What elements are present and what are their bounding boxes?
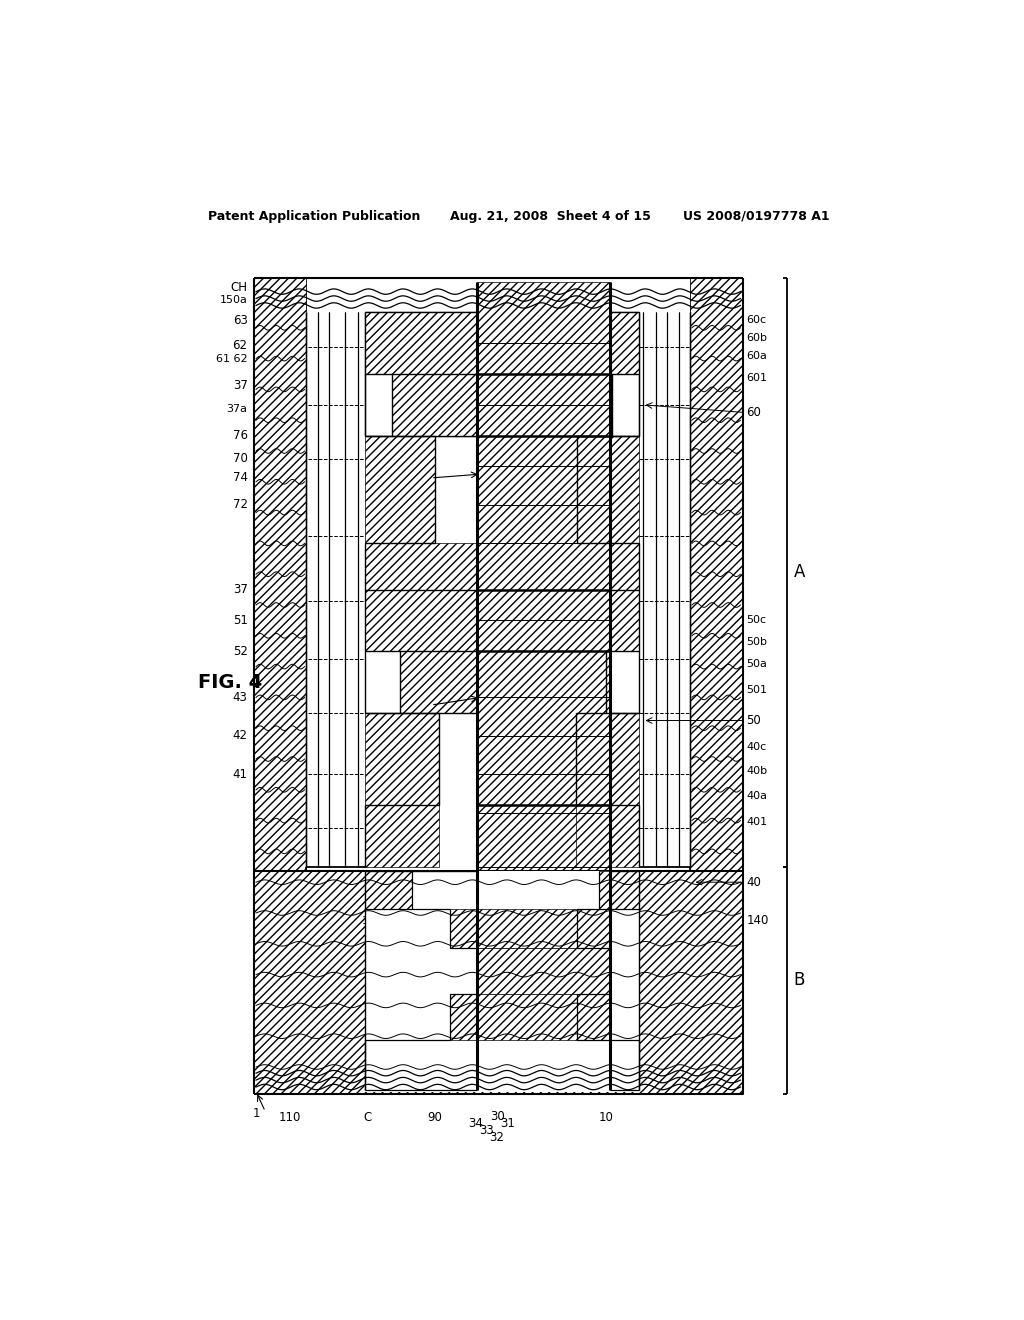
Bar bbox=[366, 313, 477, 867]
Text: FIG. 4: FIG. 4 bbox=[199, 672, 262, 692]
Bar bbox=[254, 277, 306, 871]
Text: 40: 40 bbox=[746, 875, 762, 888]
Text: 40b: 40b bbox=[746, 767, 768, 776]
Bar bbox=[451, 909, 477, 948]
Text: 40a: 40a bbox=[746, 791, 768, 801]
Bar bbox=[578, 909, 609, 948]
Text: 10: 10 bbox=[598, 1110, 613, 1123]
Text: 150b: 150b bbox=[361, 916, 389, 925]
Text: Patent Application Publication: Patent Application Publication bbox=[208, 210, 420, 223]
Text: 60c: 60c bbox=[746, 315, 767, 325]
Bar bbox=[477, 909, 609, 948]
Text: 70: 70 bbox=[232, 453, 248, 465]
Text: 37a: 37a bbox=[226, 404, 248, 413]
Text: 31: 31 bbox=[501, 1117, 515, 1130]
Text: Aug. 21, 2008  Sheet 4 of 15: Aug. 21, 2008 Sheet 4 of 15 bbox=[451, 210, 651, 223]
Text: 140: 140 bbox=[746, 915, 769, 927]
Bar bbox=[606, 651, 609, 713]
Bar bbox=[609, 374, 611, 436]
Text: 41: 41 bbox=[232, 768, 248, 781]
Text: A: A bbox=[794, 562, 805, 581]
Bar bbox=[366, 590, 477, 651]
Bar bbox=[366, 871, 639, 1092]
Text: 37: 37 bbox=[232, 379, 248, 392]
Text: 1: 1 bbox=[252, 1106, 260, 1119]
Bar bbox=[366, 871, 412, 909]
Bar bbox=[306, 313, 477, 867]
Bar bbox=[599, 871, 639, 909]
Text: US 2008/0197778 A1: US 2008/0197778 A1 bbox=[683, 210, 830, 223]
Bar bbox=[366, 436, 435, 544]
Bar bbox=[477, 994, 609, 1040]
Text: 61 62: 61 62 bbox=[216, 354, 248, 363]
Bar bbox=[578, 436, 639, 544]
Text: 33: 33 bbox=[479, 1123, 494, 1137]
Bar bbox=[366, 805, 438, 867]
Text: B: B bbox=[794, 972, 805, 989]
Text: 80: 80 bbox=[366, 879, 380, 892]
Bar bbox=[609, 544, 639, 590]
Text: 50c: 50c bbox=[746, 615, 767, 626]
Bar bbox=[477, 948, 609, 994]
Bar bbox=[366, 544, 477, 590]
Text: 63: 63 bbox=[232, 314, 248, 326]
Text: 76: 76 bbox=[232, 429, 248, 442]
Text: C: C bbox=[364, 1110, 372, 1123]
Text: 50b: 50b bbox=[746, 638, 768, 647]
Text: 42: 42 bbox=[232, 730, 248, 742]
Text: 62: 62 bbox=[232, 339, 248, 352]
Bar bbox=[609, 313, 639, 374]
Text: 60: 60 bbox=[746, 407, 762, 418]
Text: 72: 72 bbox=[232, 499, 248, 511]
Bar bbox=[254, 871, 742, 1094]
Text: 90: 90 bbox=[427, 1110, 442, 1123]
Text: 150a: 150a bbox=[220, 296, 248, 305]
Bar bbox=[451, 994, 477, 1040]
Text: 50: 50 bbox=[746, 714, 761, 727]
Text: 43: 43 bbox=[232, 690, 248, 704]
Bar bbox=[578, 994, 609, 1040]
Text: 34: 34 bbox=[468, 1117, 483, 1130]
Text: 601: 601 bbox=[746, 372, 768, 383]
Text: 51: 51 bbox=[232, 614, 248, 627]
Text: 60b: 60b bbox=[746, 333, 768, 343]
Bar bbox=[609, 313, 639, 867]
Text: CH: CH bbox=[230, 281, 248, 294]
Bar bbox=[575, 805, 639, 867]
Bar bbox=[400, 651, 477, 713]
Bar bbox=[609, 313, 690, 867]
Text: 401: 401 bbox=[746, 817, 768, 828]
Bar bbox=[392, 374, 477, 436]
Text: 501: 501 bbox=[746, 685, 768, 694]
Bar bbox=[366, 313, 477, 374]
Bar bbox=[575, 713, 639, 805]
Bar bbox=[609, 313, 639, 436]
Bar bbox=[366, 713, 438, 805]
Bar bbox=[690, 277, 742, 871]
Bar bbox=[609, 590, 639, 651]
Bar bbox=[366, 313, 477, 436]
Text: 74: 74 bbox=[232, 471, 248, 484]
Text: 30: 30 bbox=[489, 1110, 505, 1123]
Text: 35: 35 bbox=[376, 964, 390, 977]
Text: 60a: 60a bbox=[746, 351, 767, 360]
Text: 32: 32 bbox=[489, 1130, 505, 1143]
Text: 52: 52 bbox=[232, 644, 248, 657]
Text: 40c: 40c bbox=[746, 742, 767, 752]
Text: 50a: 50a bbox=[746, 659, 767, 668]
Text: 110: 110 bbox=[279, 1110, 301, 1123]
Bar bbox=[477, 281, 609, 1090]
Text: 37: 37 bbox=[232, 583, 248, 597]
